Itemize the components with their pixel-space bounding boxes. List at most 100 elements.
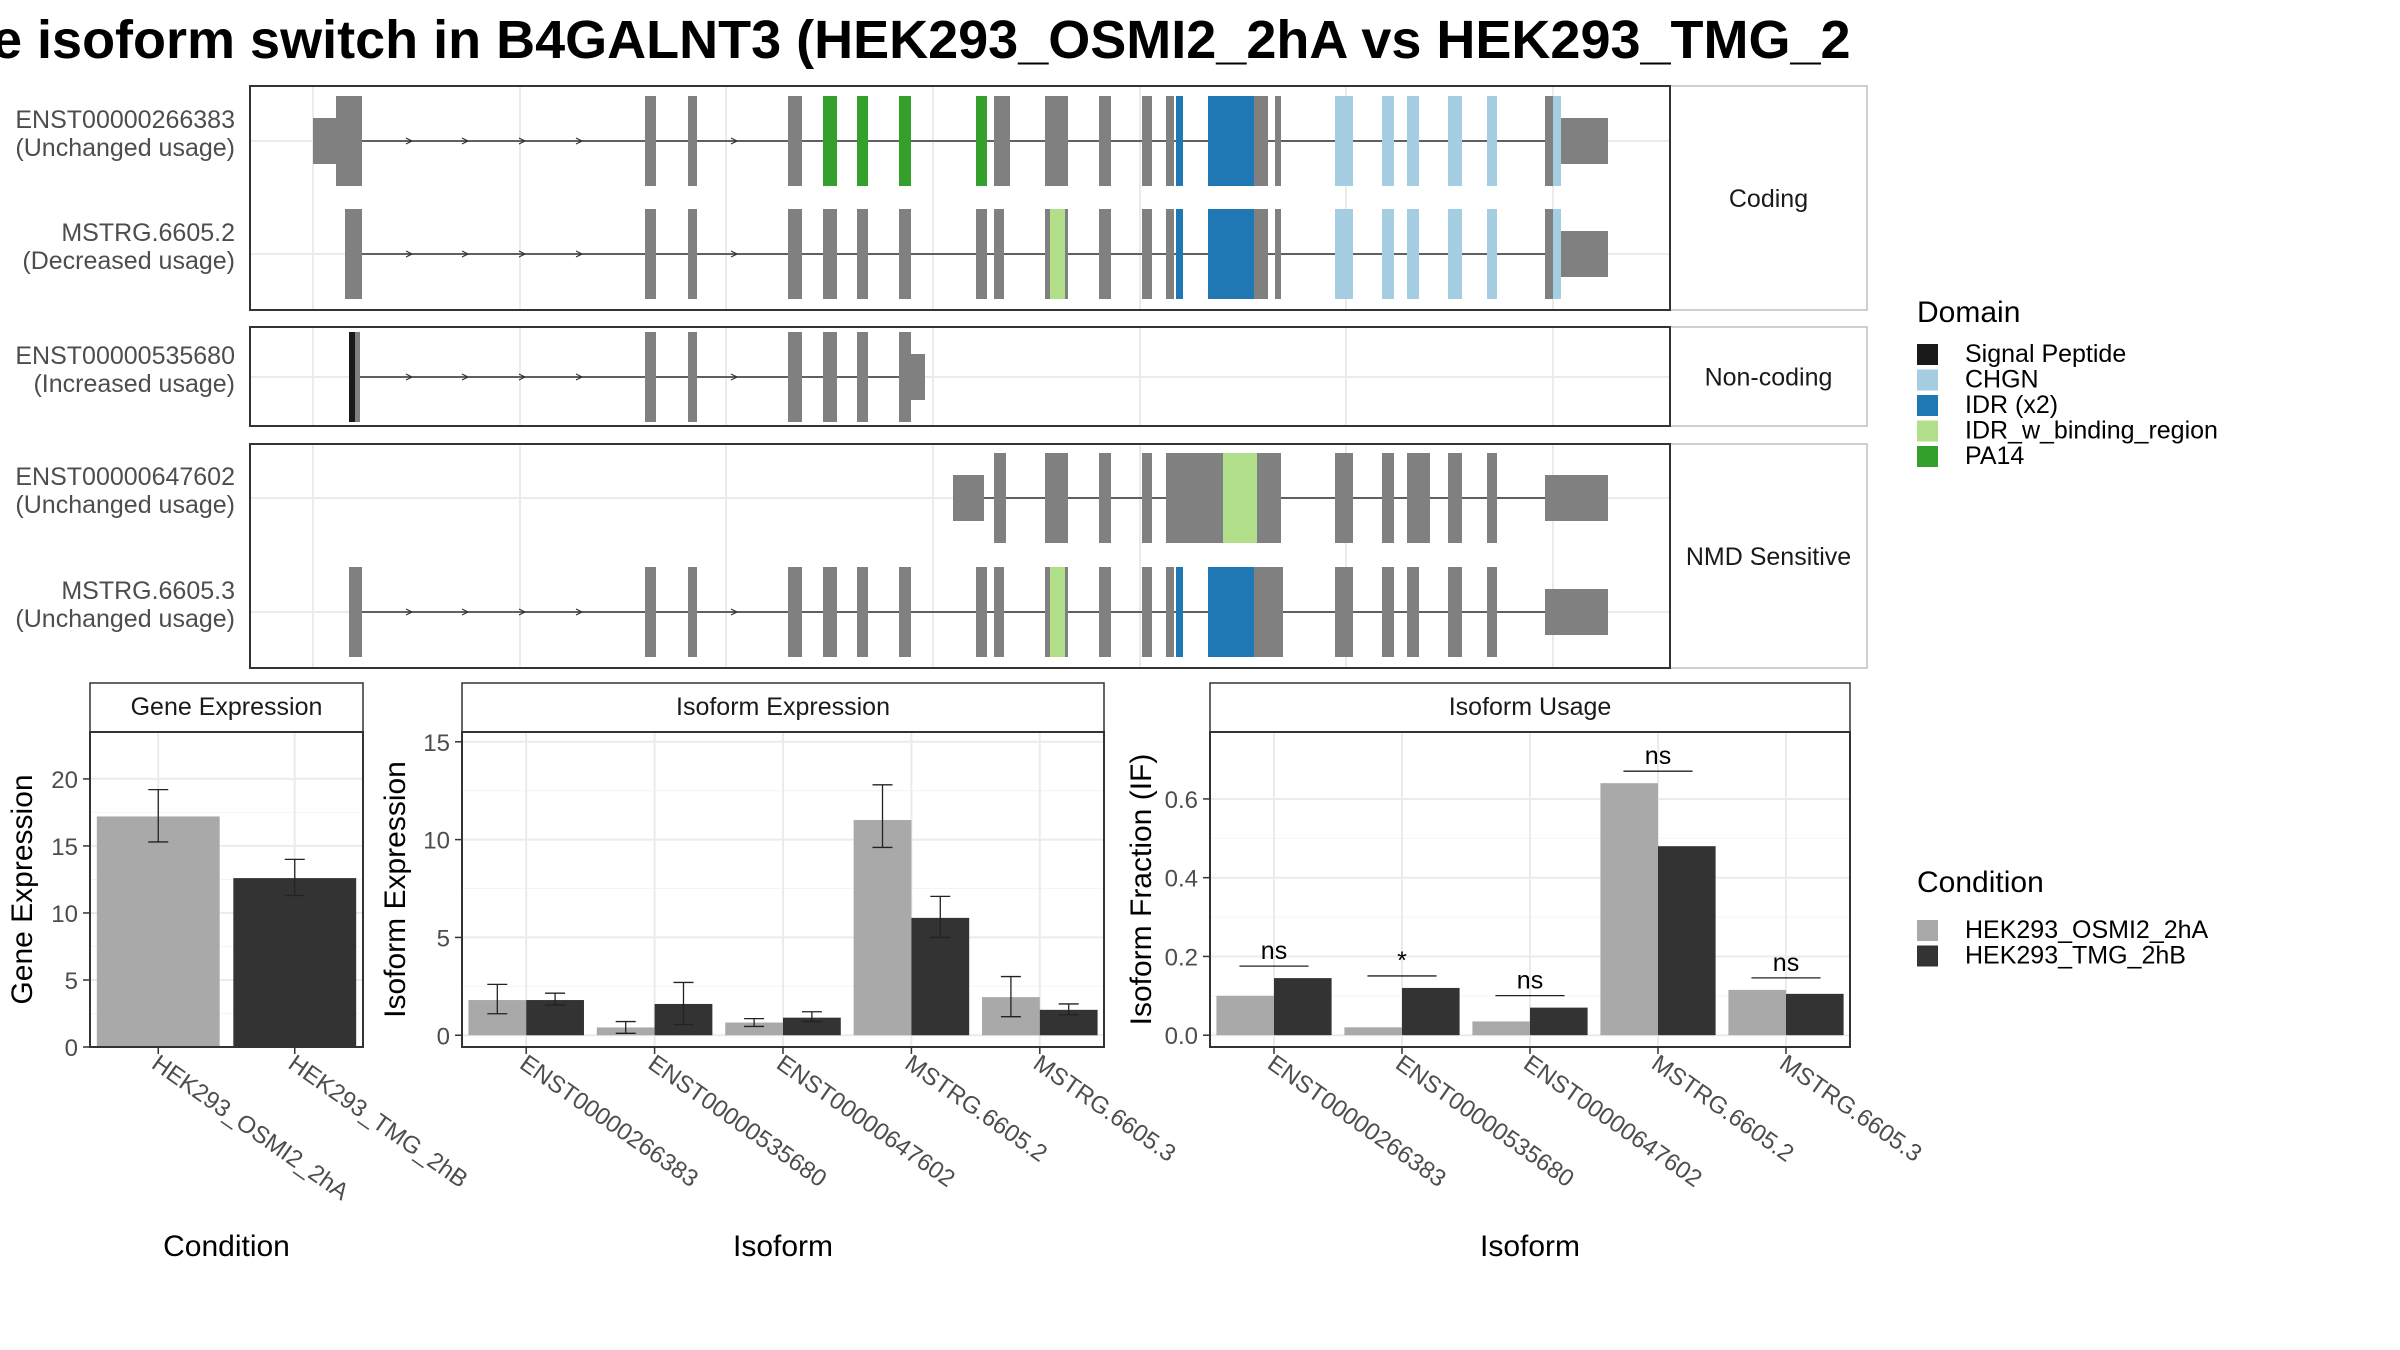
- strand-arrow: [730, 137, 739, 145]
- exon: [1335, 209, 1353, 299]
- legend-label: IDR (x2): [1965, 391, 2058, 419]
- exon: [994, 453, 1006, 543]
- exon: [1448, 96, 1462, 186]
- y-tick-label: 0: [437, 1023, 450, 1050]
- y-axis-title: Gene Expression: [6, 774, 39, 1004]
- exon: [688, 332, 697, 422]
- exon: [336, 96, 362, 186]
- exon: [349, 332, 355, 422]
- transcript-usage-label: (Unchanged usage): [15, 491, 235, 519]
- legend-key: [1917, 369, 1938, 391]
- panel-border: [249, 443, 1671, 669]
- y-axis-title: Isoform Fraction (IF): [1125, 754, 1158, 1026]
- bar: [783, 1017, 841, 1036]
- strand-arrow: [518, 608, 527, 616]
- strand-arrow: [575, 137, 584, 145]
- exon: [1448, 209, 1462, 299]
- transcript-row: [313, 96, 1608, 186]
- significance-label: ns: [1261, 937, 1287, 965]
- exon: [1561, 118, 1608, 164]
- transcript-row: [349, 332, 925, 422]
- strand-arrow: [461, 250, 470, 258]
- facet-strip: [1669, 85, 1868, 311]
- exon: [1174, 453, 1223, 543]
- bar: [725, 1022, 783, 1036]
- transcript-id-label: MSTRG.6605.2: [61, 219, 235, 247]
- transcript-structure-panel: Coding Non-coding NMD Sensitive ENST0000026…: [15, 85, 1868, 669]
- exon: [1335, 96, 1353, 186]
- exon: [1335, 567, 1353, 657]
- facet-strip: [1669, 443, 1868, 669]
- plot-title: e isoform switch in B4GALNT3 (HEK293_OSM…: [0, 10, 1851, 70]
- bar: [526, 1000, 584, 1036]
- exon: [1208, 96, 1254, 186]
- exon: [1448, 453, 1462, 543]
- exon: [1050, 209, 1065, 299]
- legend-key: [1917, 945, 1938, 967]
- exon: [788, 567, 802, 657]
- y-tick-label: 0.4: [1165, 866, 1198, 893]
- exon: [645, 332, 656, 422]
- exon: [688, 96, 697, 186]
- exon: [1176, 567, 1183, 657]
- legend-label: PA14: [1965, 442, 2024, 470]
- exon: [899, 567, 911, 657]
- exon: [1166, 567, 1174, 657]
- exon: [1045, 96, 1068, 186]
- panel-border: [249, 326, 1671, 427]
- exon: [1407, 567, 1419, 657]
- transcript-row: [345, 209, 1608, 299]
- transcript-usage-label: (Unchanged usage): [15, 605, 235, 633]
- x-axis-title: Isoform: [733, 1230, 833, 1263]
- exon: [857, 332, 868, 422]
- bar-chart: Isoform Expression051015ENST00000266383E…: [379, 682, 1180, 1263]
- strand-arrow: [405, 608, 414, 616]
- exon: [1382, 567, 1394, 657]
- exon: [1553, 209, 1561, 299]
- exon: [1045, 209, 1050, 299]
- transcript-id-label: ENST00000647602: [15, 463, 235, 491]
- exon: [355, 332, 360, 422]
- domain-legend-title: Domain: [1917, 296, 2020, 329]
- exon: [1545, 475, 1608, 521]
- exon: [313, 118, 336, 164]
- y-axis-title: Isoform Expression: [379, 761, 412, 1018]
- exon: [1142, 209, 1152, 299]
- exon: [645, 96, 656, 186]
- bar: [233, 878, 357, 1047]
- bar: [1728, 989, 1786, 1036]
- transcript-facet: Non-coding: [250, 326, 1868, 427]
- bar: [96, 816, 220, 1047]
- exon: [1335, 453, 1353, 543]
- exon: [1142, 96, 1152, 186]
- exon: [823, 332, 837, 422]
- exon: [1050, 567, 1065, 657]
- x-axis-title: Condition: [163, 1230, 290, 1263]
- exon: [976, 96, 987, 186]
- exon: [994, 96, 1010, 186]
- exon: [1208, 209, 1254, 299]
- exon: [1407, 209, 1419, 299]
- transcript-id-label: ENST00000266383: [15, 106, 235, 134]
- legend-label: CHGN: [1965, 366, 2039, 394]
- exon: [1545, 209, 1553, 299]
- bar: [1658, 846, 1716, 1036]
- condition-legend-title: Condition: [1917, 866, 2044, 899]
- transcript-usage-label: (Decreased usage): [22, 247, 235, 275]
- exon: [1275, 96, 1281, 186]
- exon: [1176, 96, 1183, 186]
- exon: [645, 567, 656, 657]
- strand-arrow: [575, 608, 584, 616]
- exon: [1065, 567, 1068, 657]
- exon: [1561, 231, 1608, 277]
- panel-strip: [89, 682, 364, 733]
- legend-label: IDR_w_binding_region: [1965, 417, 2218, 445]
- x-axis-title: Isoform: [1480, 1230, 1580, 1263]
- legend-label: Signal Peptide: [1965, 340, 2126, 368]
- exon: [823, 96, 837, 186]
- transcript-row: [953, 453, 1608, 543]
- bar: [1472, 1021, 1530, 1036]
- strand-arrow: [730, 250, 739, 258]
